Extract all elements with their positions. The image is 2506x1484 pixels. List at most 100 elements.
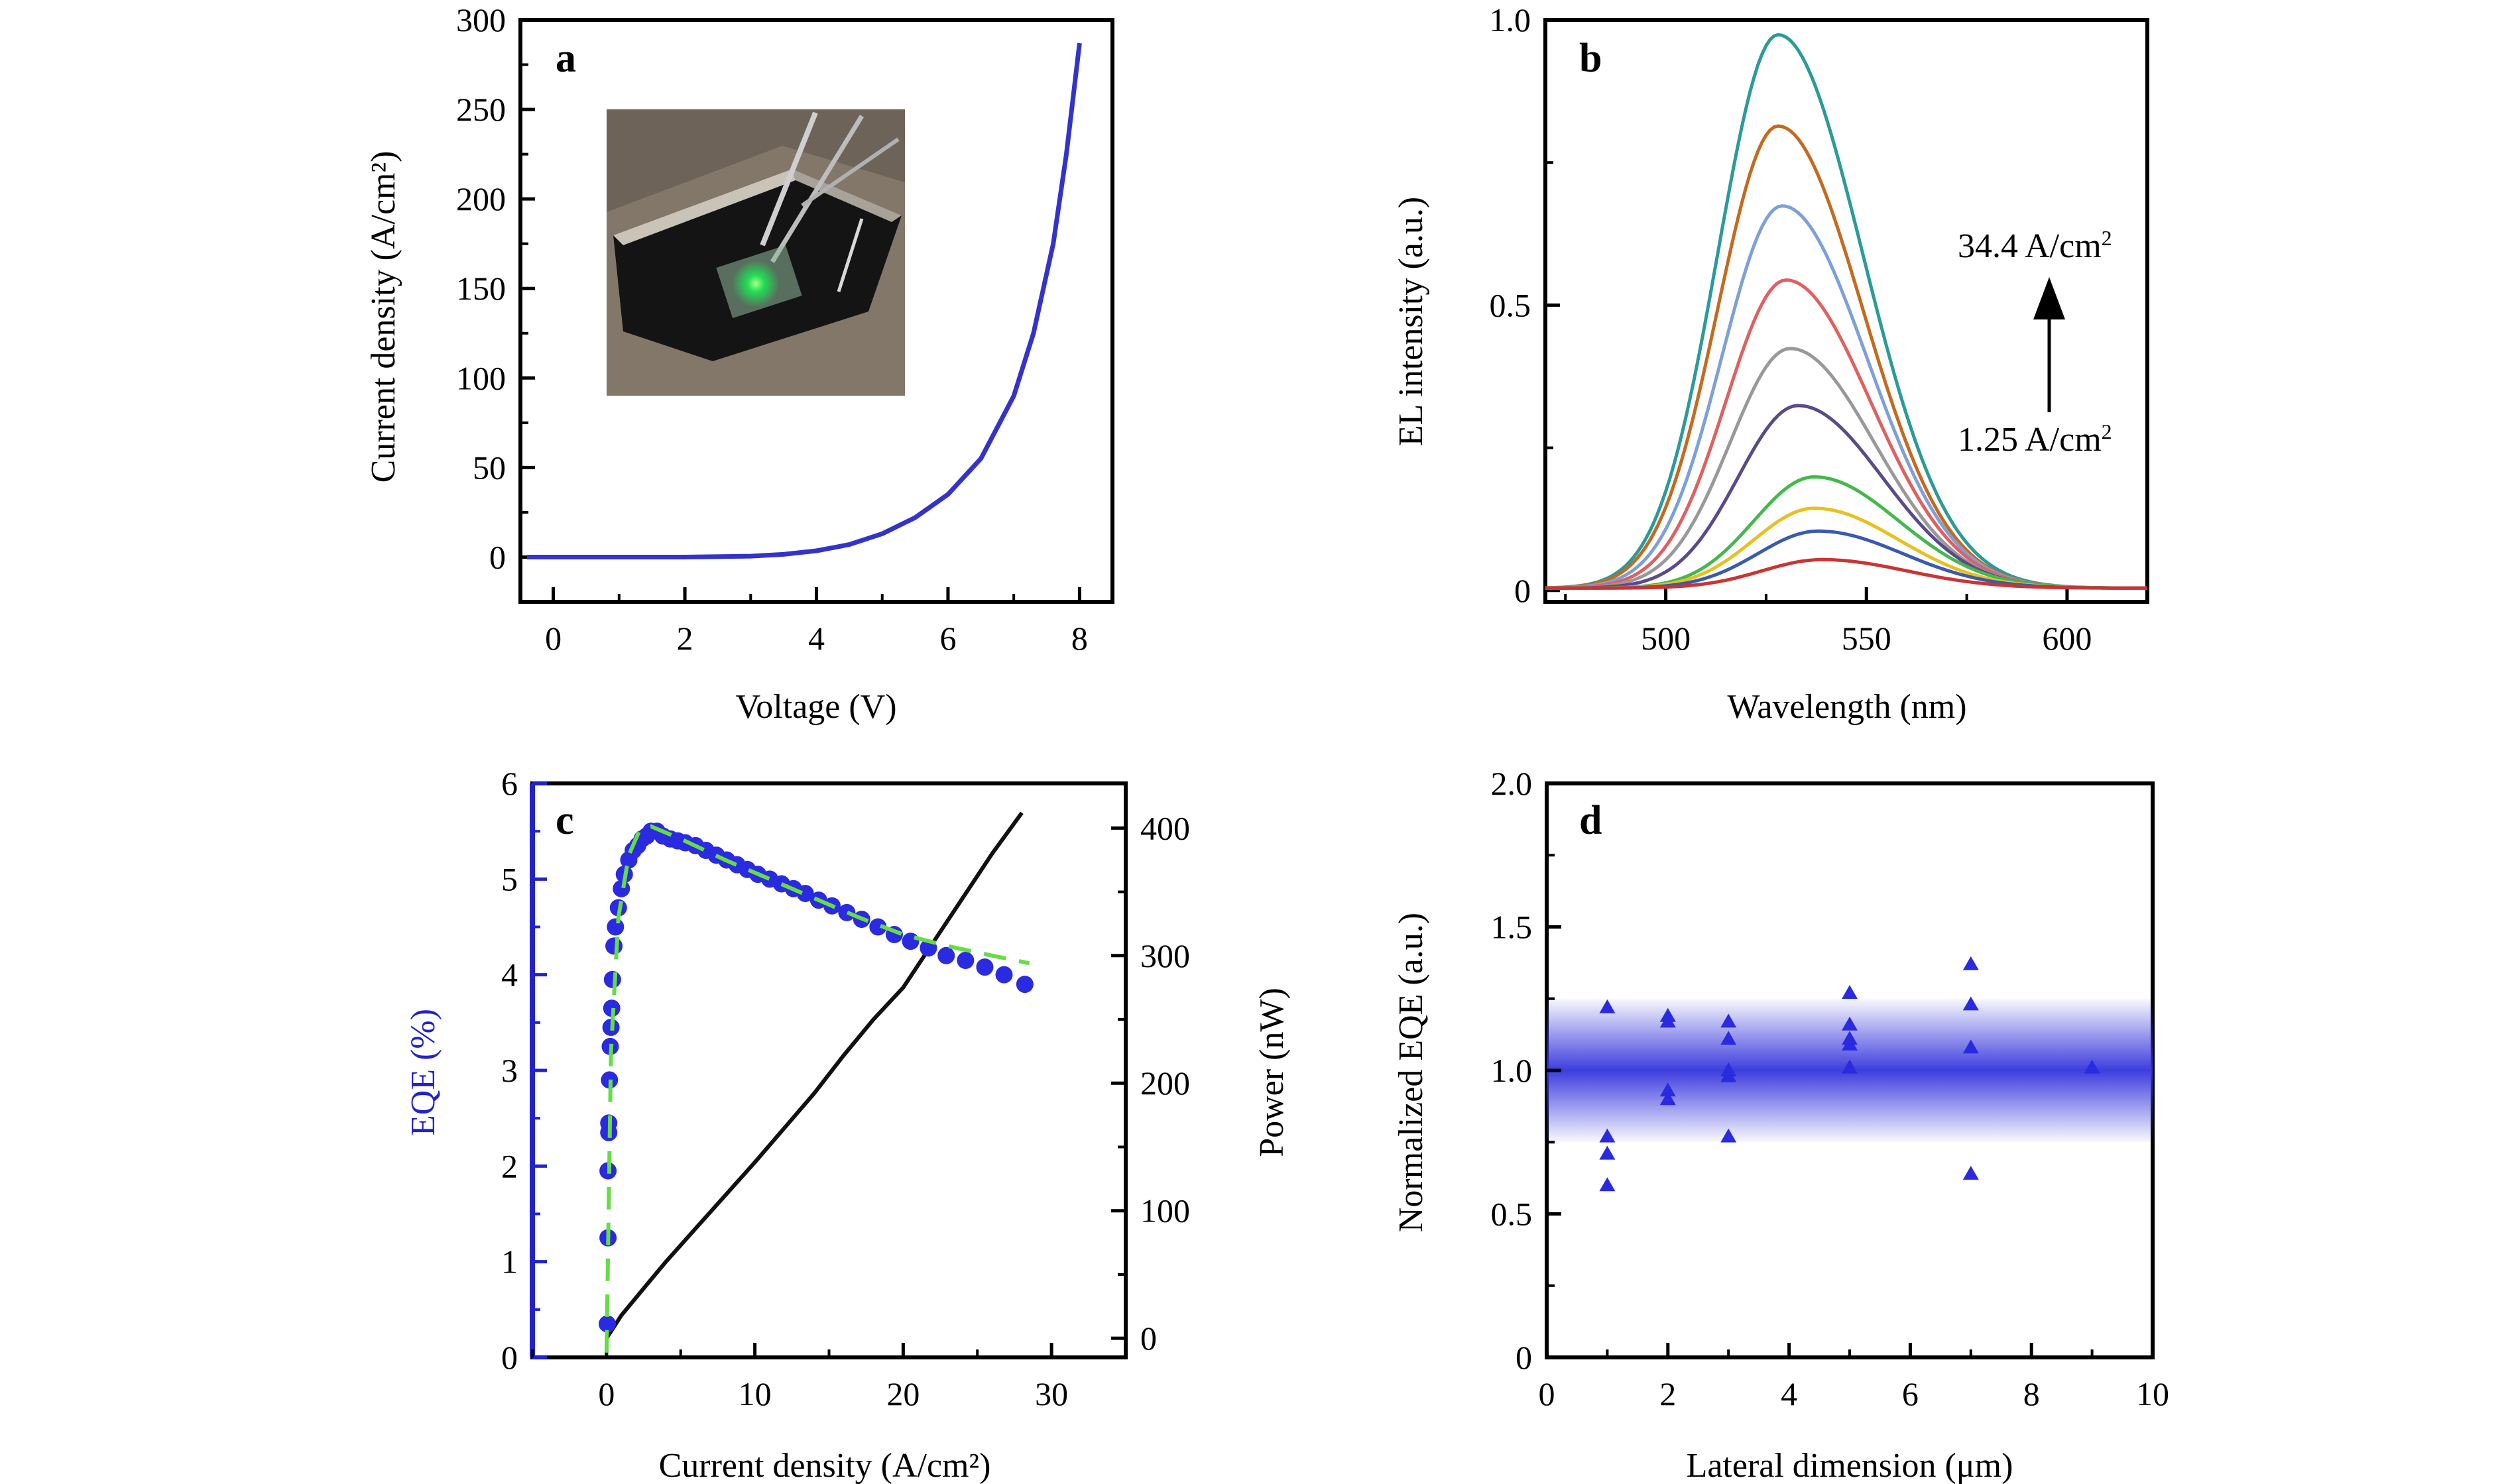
plot-frame <box>1543 18 2149 604</box>
eqe-point <box>838 903 856 921</box>
x-axis-tick-label: 4 <box>1781 1375 1797 1412</box>
panel-b: b Wavelength (nm) EL intensity (a.u.) 34… <box>1392 1 2149 726</box>
y-axis-tick-label: 50 <box>473 449 506 486</box>
eqe-point <box>1842 1059 1858 1074</box>
x-axis-tick-label: 20 <box>886 1375 920 1412</box>
eqe-point <box>1842 1016 1858 1031</box>
eqe-point <box>1842 1037 1858 1051</box>
y-axis-label: Current density (A/cm²) <box>365 151 402 483</box>
y-axis-tick-label: 300 <box>456 1 506 38</box>
eqe-point <box>957 952 975 970</box>
y-axis-eqe-tick-label: 0 <box>501 1339 518 1376</box>
eqe-point <box>1962 1039 1979 1054</box>
power-curve <box>605 811 1024 1340</box>
eqe-point <box>1659 1082 1676 1097</box>
eqe-point <box>1720 1068 1737 1082</box>
annotation-top-text: 34.4 A/cm2 <box>1958 226 2112 265</box>
y-axis-label-eqe: EQE (%) <box>404 1009 442 1136</box>
el-spectrum-10 <box>1545 557 2147 590</box>
x-axis-tick-label: 8 <box>2023 1375 2040 1412</box>
eqe-point <box>995 966 1013 984</box>
x-axis-label: Lateral dimension (μm) <box>1687 1447 2013 1484</box>
y-axis-power-tick-label: 0 <box>1140 1320 1157 1357</box>
eqe-point <box>1962 996 1979 1011</box>
y-axis-tick-label: 1.5 <box>1491 909 1533 946</box>
y-axis-tick-label: 150 <box>456 270 506 307</box>
x-axis-tick-label: 0 <box>1539 1375 1555 1412</box>
x-axis-tick-label: 2 <box>677 620 693 657</box>
eqe-point <box>976 958 994 976</box>
x-axis-tick-label: 500 <box>1641 620 1691 657</box>
y-axis-tick-label: 0 <box>1514 572 1531 609</box>
eqe-point <box>2084 1059 2100 1074</box>
eqe-point <box>1659 1091 1676 1106</box>
x-axis-label: Voltage (V) <box>735 688 896 726</box>
y-axis-eqe-tick-label: 1 <box>501 1243 518 1281</box>
x-axis-tick-label: 8 <box>1071 620 1088 657</box>
y-axis-tick-label: 2.0 <box>1491 765 1533 802</box>
eqe-point <box>1720 1128 1737 1143</box>
eqe-point <box>607 918 625 936</box>
eqe-point <box>902 933 920 950</box>
y-axis-power-tick-label: 100 <box>1140 1192 1190 1229</box>
x-axis-tick-label: 6 <box>939 620 956 657</box>
x-axis-tick-label: 2 <box>1659 1375 1676 1412</box>
x-axis-tick-label: 0 <box>598 1375 615 1412</box>
panel-d: d Lateral dimension (μm) Normalized EQE … <box>1392 765 2169 1484</box>
x-axis-tick-label: 6 <box>1902 1375 1919 1412</box>
annotation-top: 34.4 A/cm2 <box>1958 226 2112 265</box>
eqe-point <box>603 970 621 988</box>
y-axis-power-tick-label: 200 <box>1140 1064 1190 1102</box>
eqe-point <box>869 918 887 936</box>
eqe-point <box>796 884 814 902</box>
annotation-bottom: 1.25 A/cm2 <box>1958 420 2112 459</box>
y-axis-eqe-tick-label: 2 <box>501 1147 518 1184</box>
arrow-head <box>2033 277 2065 319</box>
y-axis-tick-label: 100 <box>456 359 506 396</box>
eqe-point <box>1659 1013 1676 1028</box>
y-axis-tick-label: 1.0 <box>1491 1052 1533 1089</box>
x-axis-tick-label: 30 <box>1035 1375 1068 1412</box>
y-axis-tick-label: 0 <box>1516 1339 1532 1376</box>
eqe-point <box>613 880 630 897</box>
panel-label: a <box>556 36 576 81</box>
y-axis-power-tick-label: 400 <box>1140 809 1190 846</box>
y-axis-power-tick-label: 300 <box>1140 937 1190 974</box>
y-axis-tick-label: 0 <box>489 538 506 575</box>
panel-a: a Voltage (V) Current density (A/cm²) 0 2… <box>365 1 1114 726</box>
y-axis-label: Normalized EQE (a.u.) <box>1392 913 1430 1232</box>
eqe-point <box>1599 1177 1616 1192</box>
y-axis-label-power: Power (nW) <box>1253 988 1291 1157</box>
eqe-fit-line <box>604 824 1030 1353</box>
x-axis-tick-label: 550 <box>1842 620 1891 657</box>
eqe-point <box>1962 1165 1979 1180</box>
y-axis-eqe-tick-label: 4 <box>501 956 518 994</box>
y-axis-eqe-tick-label: 6 <box>501 765 518 802</box>
eqe-point <box>937 946 955 964</box>
panel-label: b <box>1579 36 1602 81</box>
y-axis-eqe-tick-label: 3 <box>501 1052 518 1089</box>
y-axis-eqe-tick-label: 5 <box>501 860 518 897</box>
y-axis-tick-label: 1.0 <box>1490 1 1531 38</box>
annotation-bottom-text: 1.25 A/cm2 <box>1958 420 2112 459</box>
eqe-point <box>1720 1031 1737 1045</box>
x-axis-tick-label: 10 <box>2136 1375 2169 1412</box>
x-axis-label: Current density (A/cm²) <box>659 1447 991 1484</box>
x-axis-tick-label: 4 <box>808 620 825 657</box>
y-axis-label: EL intensity (a.u.) <box>1392 197 1430 446</box>
inset-photo <box>607 109 905 396</box>
eqe-point <box>1599 1128 1616 1143</box>
eqe-point <box>1599 999 1616 1013</box>
eqe-point <box>605 937 623 955</box>
y-axis-tick-label: 0.5 <box>1490 286 1531 323</box>
eqe-point <box>1599 1145 1616 1160</box>
x-axis-label: Wavelength (nm) <box>1727 688 1966 726</box>
x-axis-tick-label: 600 <box>2042 620 2092 657</box>
x-axis-tick-label: 0 <box>545 620 562 657</box>
eqe-point <box>598 1315 616 1333</box>
y-axis-tick-label: 0.5 <box>1491 1196 1533 1233</box>
y-axis-tick-label: 200 <box>456 180 506 217</box>
panel-label: c <box>556 798 574 843</box>
eqe-point <box>1842 985 1858 999</box>
